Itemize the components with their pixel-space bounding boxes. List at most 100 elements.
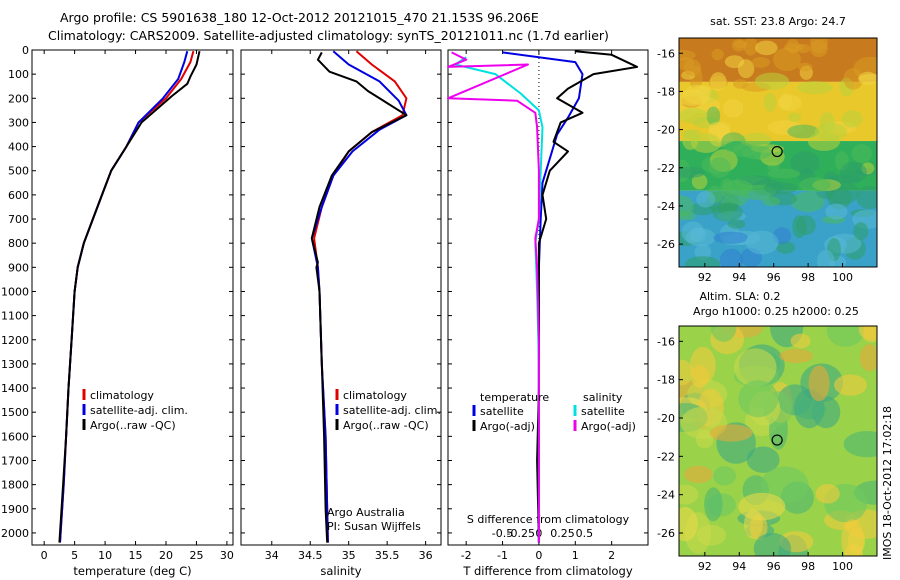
sst-map-texture-blob — [684, 256, 721, 267]
sst-map-texture-blob — [764, 92, 777, 112]
sst-map-frame — [678, 37, 878, 268]
temperature-ytick-label: 1000 — [1, 285, 29, 298]
sla-map-argo-location-marker — [771, 434, 783, 446]
sst-map-ytick-label: -26 — [657, 238, 675, 251]
temperature-ytick-label: 1900 — [1, 503, 29, 516]
sst-map-texture-blob — [858, 71, 877, 86]
difference-xtick-label-T: 0 — [535, 549, 542, 562]
sla-map-texture-blob — [679, 359, 693, 386]
sst-map-texture-blob — [776, 241, 796, 254]
sst-map-texture-blob — [819, 112, 835, 133]
sst-map-texture-blob — [737, 59, 755, 79]
sst-map-texture-blob — [706, 106, 721, 126]
sla-map-ytick-label: -22 — [657, 450, 675, 463]
sla-map-texture-blob — [841, 519, 864, 556]
sst-map-texture-blob — [731, 39, 747, 52]
sla-map-texture-blob — [679, 506, 698, 542]
sst-map-texture-blob — [799, 177, 831, 193]
sst-map-texture-blob — [795, 43, 811, 54]
sst-map-texture-blob — [723, 99, 744, 118]
temperature-xtick-label: 15 — [129, 549, 143, 562]
sla-map-ytick-label: -16 — [657, 335, 675, 348]
sst-map-ytick-label: -16 — [657, 47, 675, 60]
sst-map-texture-blob — [851, 144, 872, 164]
sst-map-texture-blob — [709, 72, 727, 91]
sst-map-texture-blob — [689, 227, 707, 243]
temperature-ytick-label: 1400 — [1, 382, 29, 395]
difference-series-2 — [454, 56, 544, 543]
sla-map-ytick-label: -24 — [657, 489, 675, 502]
salinity-legend-label: satellite — [581, 405, 625, 418]
sla-map-xtick-label: 100 — [832, 560, 853, 573]
salinity-series-2 — [310, 51, 408, 543]
difference-xtick-label-S: -0.25 — [506, 527, 534, 540]
sla-map-texture-blob — [746, 446, 780, 473]
sla-map-texture-blob — [710, 326, 737, 342]
sst-map-texture-blob — [712, 202, 743, 222]
temperature-xtick-label: 10 — [98, 549, 112, 562]
sla-map-texture-blob — [713, 466, 736, 486]
sla-map-texture-blob — [738, 380, 779, 418]
difference-axes-frame — [447, 49, 649, 546]
S-difference-axis-label: S difference from climatology — [467, 513, 630, 526]
sla-map-xtick-label: 98 — [801, 560, 815, 573]
temperature-ytick-label: 1200 — [1, 334, 29, 347]
salinity-series-0 — [313, 50, 408, 543]
sst-map-field — [679, 38, 877, 267]
sla-map-texture-blob — [709, 424, 753, 442]
temperature-legend-label: Argo(..raw -QC) — [90, 419, 176, 432]
difference-xlabel: T difference from climatology — [462, 564, 633, 578]
sst-map-texture-blob — [691, 133, 721, 153]
sla-map-frame — [678, 325, 878, 557]
temperature-ytick-label: 900 — [8, 261, 29, 274]
sst-map-texture-blob — [767, 168, 801, 179]
sst-map-ytick-label: -22 — [657, 162, 675, 175]
salinity-legend-label: Argo(-adj) — [581, 420, 636, 433]
sst-map-texture-blob — [694, 244, 711, 261]
sst-map-texture-blob — [751, 56, 770, 68]
sst-map-texture-blob — [856, 185, 877, 210]
sla-map-texture-blob — [790, 333, 811, 349]
sla-map-texture-blob — [696, 524, 726, 546]
sla-map-texture-blob — [826, 326, 865, 347]
sla-map-texture-blob — [843, 431, 877, 458]
sst-map-texture-blob — [763, 182, 798, 195]
sst-map-xtick-label: 100 — [832, 271, 853, 284]
imos-timestamp: IMOS 18-Oct-2012 17:02:18 — [881, 405, 894, 560]
sst-map-xtick-label: 94 — [732, 271, 746, 284]
sla-map-texture-blob — [684, 465, 713, 483]
sla-map-texture-blob — [738, 492, 786, 521]
temperature-xtick-label: 0 — [41, 549, 48, 562]
sla-map-texture-blob — [808, 365, 830, 402]
sst-map-texture-blob — [711, 48, 724, 61]
sst-map-texture-blob — [708, 156, 731, 178]
sst-map-texture-blob — [825, 203, 848, 220]
sla-map-texture-blob — [753, 532, 792, 556]
sst-map-texture-blob — [853, 222, 869, 241]
sst-map-argo-location-marker — [771, 145, 783, 158]
sla-map-title: Altim. SLA: 0.2 — [699, 290, 780, 303]
salinity-annotation-line: Argo Australia — [327, 506, 405, 519]
salinity-xtick-label: 35 — [342, 549, 356, 562]
sla-map-texture-blob — [779, 348, 813, 364]
sla-map-ytick-label: -18 — [657, 374, 675, 387]
temperature-series-1 — [59, 50, 189, 543]
temperature-ytick-label: 100 — [8, 68, 29, 81]
temperature-series-0 — [59, 50, 195, 543]
sst-map-ytick-label: -20 — [657, 124, 675, 137]
salinity-annotation-line: PI: Susan Wijffels — [327, 520, 421, 533]
sst-map-texture-blob — [797, 81, 833, 95]
sst-map-texture-blob — [679, 211, 696, 221]
sla-map-texture-blob — [679, 484, 699, 505]
sla-map-ytick-label: -26 — [657, 527, 675, 540]
chart-title-line1: Argo profile: CS 5901638_180 12-Oct-2012… — [60, 10, 539, 25]
difference-xtick-label-T: -2 — [461, 549, 472, 562]
temperature-ytick-label: 1500 — [1, 406, 29, 419]
sla-map-subtitle: Argo h1000: 0.25 h2000: 0.25 — [693, 305, 859, 318]
temperature-xtick-label: 20 — [159, 549, 173, 562]
sst-map-texture-blob — [841, 110, 863, 128]
salinity-legend-label: Argo(..raw -QC) — [343, 419, 429, 432]
temperature-legend-label: satellite — [480, 405, 524, 418]
temperature-legend-label: climatology — [90, 389, 154, 402]
sst-map-texture-blob — [719, 248, 743, 267]
